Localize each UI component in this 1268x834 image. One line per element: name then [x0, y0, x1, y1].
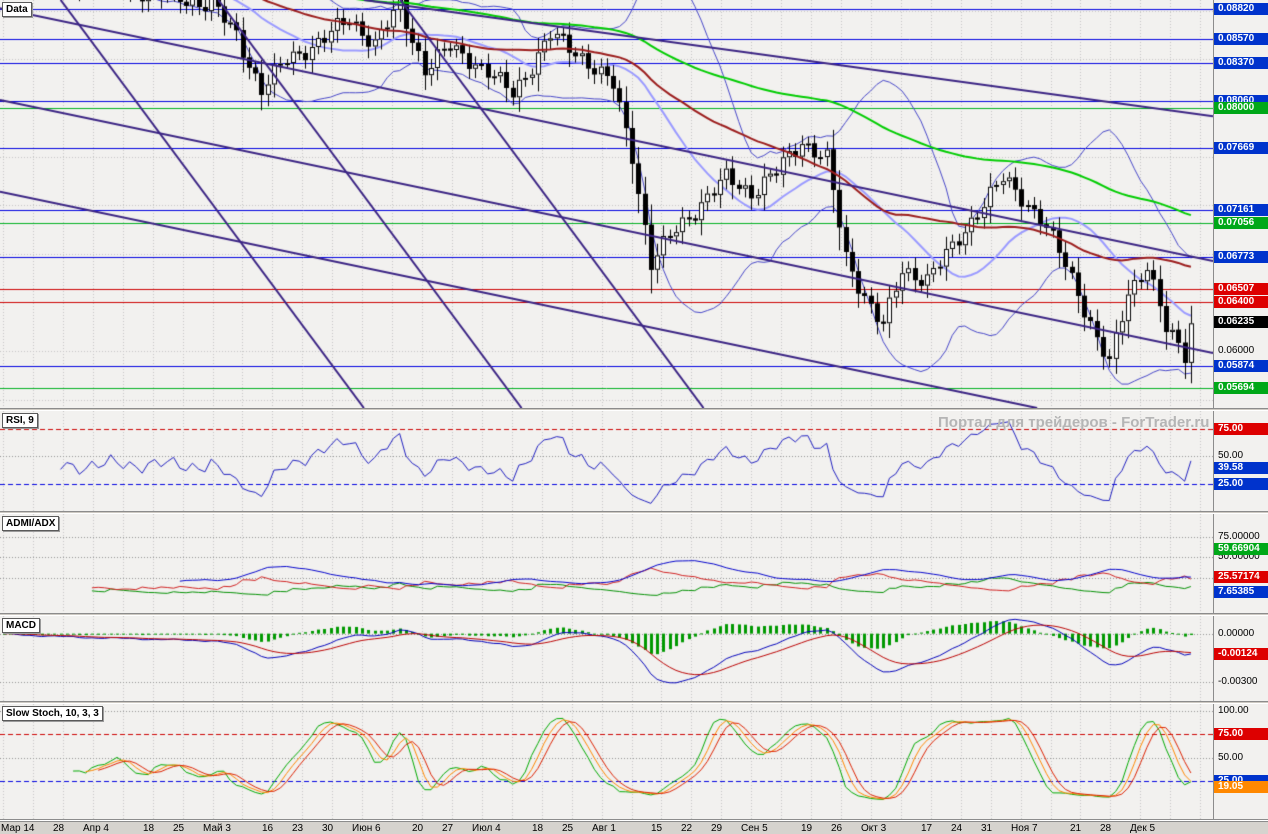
- time-tick-label: Мар 14: [1, 823, 35, 834]
- scale-label: 50.00: [1218, 450, 1244, 461]
- time-tick-label: 26: [831, 823, 843, 834]
- scale-badge: 39.58: [1214, 462, 1268, 474]
- price-chart-panel[interactable]: Data: [0, 0, 1213, 408]
- adx-panel[interactable]: ADMI/ADX: [0, 514, 1213, 613]
- macd-panel[interactable]: MACD: [0, 616, 1213, 701]
- rsi-canvas[interactable]: [0, 411, 1213, 511]
- scale-label: 50.00: [1218, 752, 1244, 763]
- time-tick-label: Авг 1: [592, 823, 616, 834]
- scale-badge: 7.65385: [1214, 586, 1268, 598]
- time-axis[interactable]: Мар 14 28 Апр 4 18 25 Май 3 16 23 30 Июн 6 20 27 Июл…: [0, 821, 1268, 834]
- time-tick-label: 22: [681, 823, 693, 834]
- scale-badge: 0.06235: [1214, 316, 1268, 328]
- time-tick-label: 21: [1070, 823, 1082, 834]
- panel-separator[interactable]: [0, 819, 1268, 821]
- scale-badge: 0.07161: [1214, 204, 1268, 216]
- time-tick-label: 18: [532, 823, 544, 834]
- scale-badge: 25.57174: [1214, 571, 1268, 583]
- time-tick-label: 17: [921, 823, 933, 834]
- time-tick-label: 25: [173, 823, 185, 834]
- scale-badge: 0.05874: [1214, 360, 1268, 372]
- scale-badge: 0.06773: [1214, 251, 1268, 263]
- time-tick-label: 28: [53, 823, 65, 834]
- time-tick-label: Окт 3: [861, 823, 887, 834]
- scale-badge: 0.07056: [1214, 217, 1268, 229]
- time-tick-label: Ноя 7: [1011, 823, 1038, 834]
- scale-badge: 0.08820: [1214, 3, 1268, 15]
- price-chart-canvas[interactable]: [0, 0, 1213, 408]
- scale-badge: -0.00124: [1214, 648, 1268, 660]
- time-tick-label: Сен 5: [741, 823, 768, 834]
- time-tick-label: Июн 6: [352, 823, 381, 834]
- panel-separator[interactable]: [0, 511, 1268, 514]
- scale-badge: 0.08000: [1214, 102, 1268, 114]
- time-tick-label: 31: [981, 823, 993, 834]
- scale-label: 0.06000: [1218, 345, 1255, 356]
- time-tick-label: 18: [143, 823, 155, 834]
- time-tick-label: 19: [801, 823, 813, 834]
- rsi-panel[interactable]: RSI, 9: [0, 411, 1213, 511]
- scale-label: 100.00: [1218, 705, 1249, 716]
- scale-badge: 0.05694: [1214, 382, 1268, 394]
- scale-label: -0.00300: [1218, 676, 1258, 687]
- panel-separator[interactable]: [0, 408, 1268, 411]
- scale-label: 75.00000: [1218, 531, 1260, 542]
- time-tick-label: 23: [292, 823, 304, 834]
- watermark: Портал для трейдеров - ForTrader.ru: [938, 414, 1210, 431]
- scale-label: 0.00000: [1218, 628, 1255, 639]
- time-tick-label: 16: [262, 823, 274, 834]
- panel-label-stoch: Slow Stoch, 10, 3, 3: [2, 706, 103, 721]
- panel-label-data: Data: [2, 2, 32, 17]
- panel-label-adx: ADMI/ADX: [2, 516, 60, 531]
- panel-separator[interactable]: [0, 701, 1268, 704]
- time-tick-label: Июл 4: [472, 823, 501, 834]
- time-tick-label: 24: [951, 823, 963, 834]
- scale-badge: 25.00: [1214, 478, 1268, 490]
- time-tick-label: 28: [1100, 823, 1112, 834]
- panel-label-macd: MACD: [2, 618, 40, 633]
- time-tick-label: Дек 5: [1130, 823, 1156, 834]
- scale-badge: 0.08570: [1214, 33, 1268, 45]
- time-tick-label: 15: [651, 823, 663, 834]
- time-tick-label: Апр 4: [83, 823, 109, 834]
- time-tick-label: 29: [711, 823, 723, 834]
- scale-badge: 0.07669: [1214, 142, 1268, 154]
- time-tick-label: Май 3: [203, 823, 231, 834]
- time-tick-label: 27: [442, 823, 454, 834]
- scale-badge: 59.66904: [1214, 543, 1268, 555]
- time-tick-label: 30: [322, 823, 334, 834]
- scale-badge: 0.06507: [1214, 283, 1268, 295]
- scale-badge: 0.06400: [1214, 296, 1268, 308]
- macd-canvas[interactable]: [0, 616, 1213, 701]
- scale-badge: 19.05: [1214, 781, 1268, 793]
- time-tick-label: 20: [412, 823, 424, 834]
- scale-badge: 0.08370: [1214, 57, 1268, 69]
- scale-label: 50.00000: [1218, 551, 1260, 562]
- adx-canvas[interactable]: [0, 514, 1213, 613]
- panel-label-rsi: RSI, 9: [2, 413, 38, 428]
- scale-badge: 75.00: [1214, 423, 1268, 435]
- time-tick-label: 25: [562, 823, 574, 834]
- price-scale[interactable]: 0.08820 0.08570 0.08370 0.08060 0.08000 0.076…: [1213, 0, 1268, 834]
- stoch-canvas[interactable]: [0, 704, 1213, 819]
- stoch-panel[interactable]: Slow Stoch, 10, 3, 3: [0, 704, 1213, 819]
- panel-separator[interactable]: [0, 613, 1268, 616]
- scale-badge: 75.00: [1214, 728, 1268, 740]
